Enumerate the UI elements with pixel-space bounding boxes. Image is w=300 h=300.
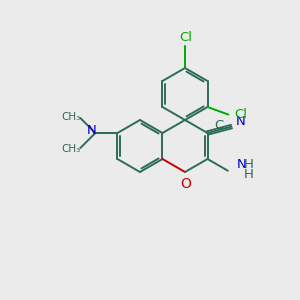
Text: O: O [181,177,191,191]
Text: Cl: Cl [234,108,247,121]
Text: CH₃: CH₃ [62,144,81,154]
Text: C: C [214,119,223,132]
Text: N: N [86,124,96,136]
Text: H: H [244,158,254,171]
Text: N: N [237,158,247,171]
Text: Cl: Cl [179,32,193,44]
Text: CH₃: CH₃ [62,112,81,122]
Text: N: N [236,115,245,128]
Text: H: H [244,168,254,181]
